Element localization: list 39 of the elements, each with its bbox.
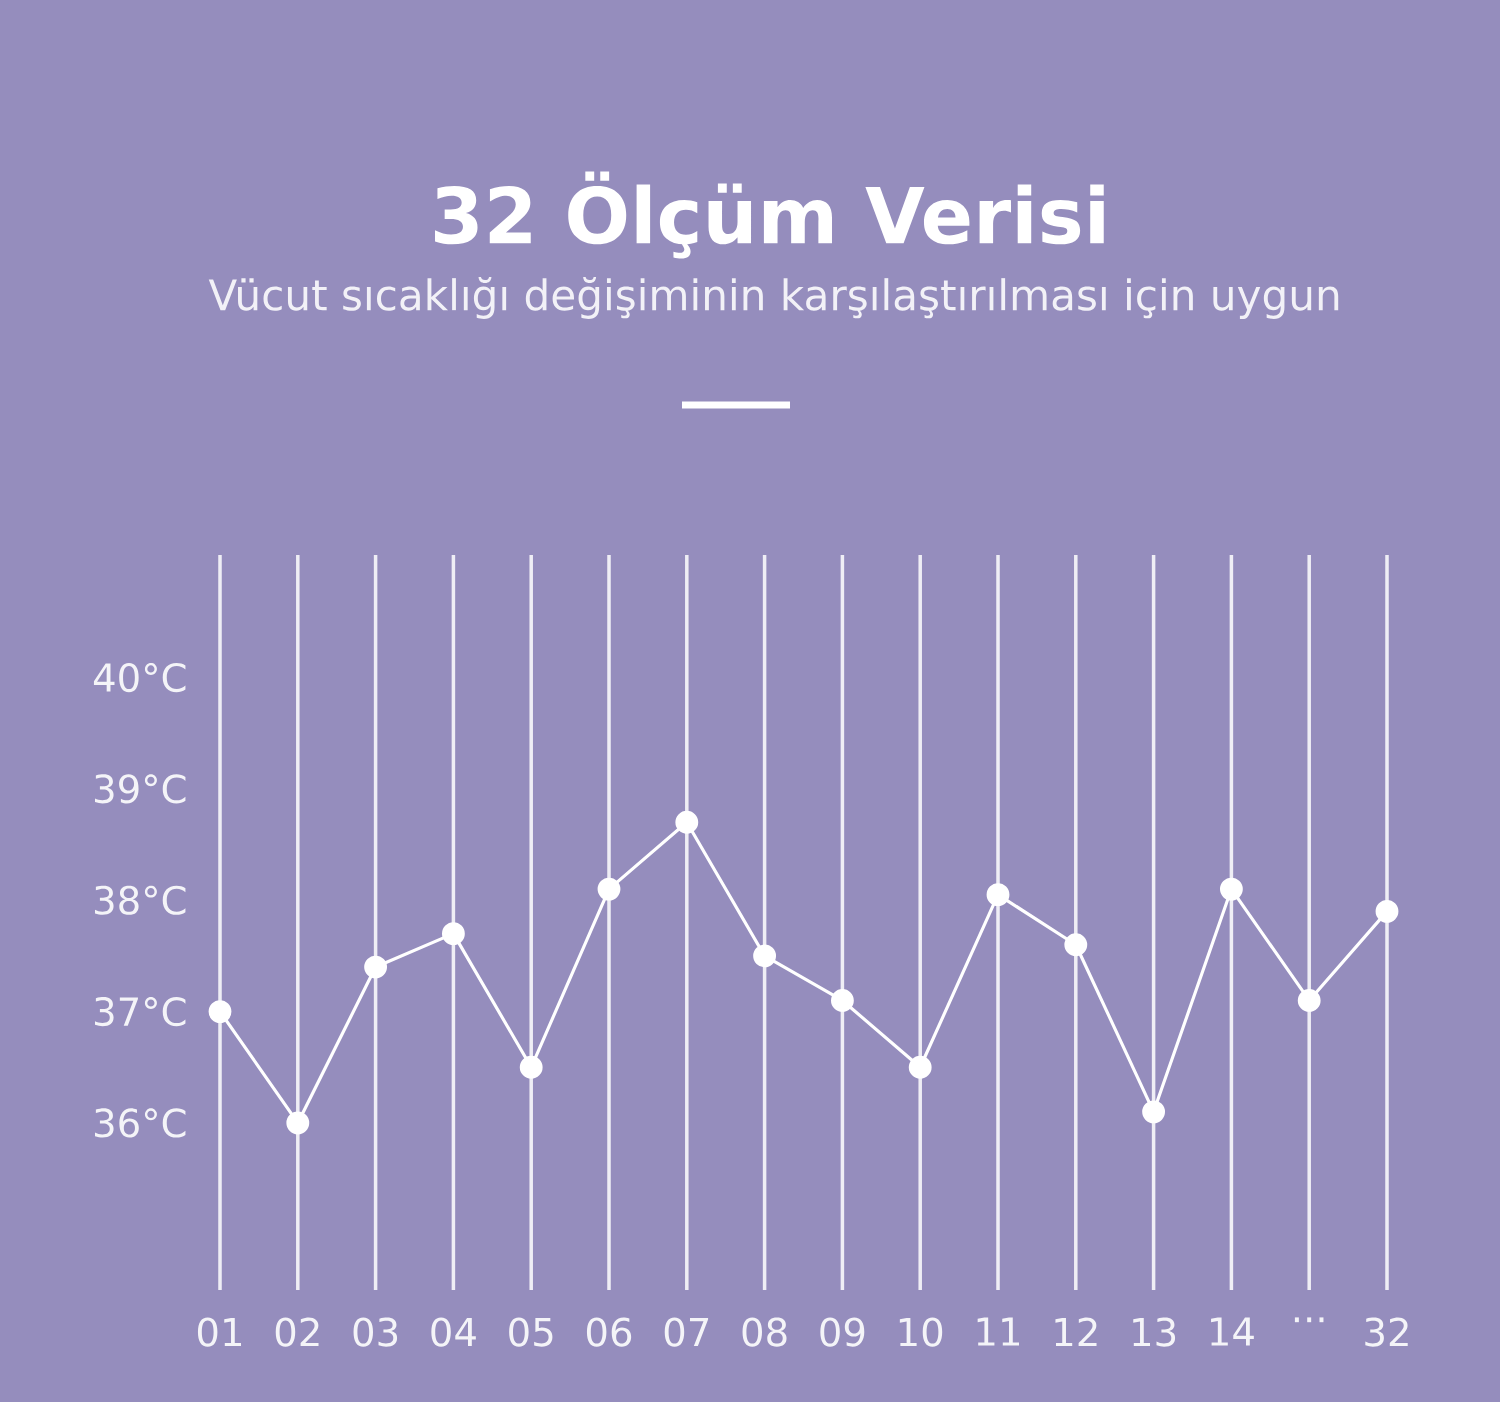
y-tick-label: 37°C [94,997,186,1027]
point [753,944,777,968]
x-tick-label: 01 [197,1317,241,1347]
x-tick-label: 03 [353,1317,398,1347]
point [208,1000,232,1024]
x-tick-label: 32 [1365,1317,1408,1347]
point [1297,989,1321,1012]
x-tick-label: 07 [664,1317,709,1347]
x-tick-label: ··· [1294,1317,1324,1323]
x-tick-label: 12 [1055,1317,1097,1347]
point [1219,877,1243,901]
point [286,1111,310,1135]
point [1375,899,1399,923]
x-tick-label: 10 [899,1317,943,1347]
point [519,1055,543,1079]
point [986,883,1010,907]
y-tick-label: 39°C [94,774,186,804]
point [908,1055,932,1079]
point [441,922,465,946]
y-tick-label: 38°C [94,885,186,915]
point [1064,933,1088,957]
chart-subtitle: Vücut sıcaklığı değişiminin karşılaştırılması için uygun [208,277,1339,319]
x-tick-label: 04 [431,1317,476,1347]
x-tick-label: 09 [820,1317,865,1347]
x-tick-label: 14 [1211,1317,1254,1346]
x-tick-label: 05 [509,1317,553,1347]
chart-title: 32 Ölçüm Verisi [435,171,1104,259]
x-tick-label: 08 [742,1317,787,1347]
point [830,989,854,1012]
x-tick-label: 02 [275,1317,319,1347]
point [364,955,388,979]
x-tick-label: 11 [977,1317,1019,1346]
x-tick-label: 06 [586,1317,632,1347]
y-tick-label: 36°C [94,1108,186,1138]
point [675,810,699,834]
point [597,877,621,901]
y-tick-label: 40°C [93,662,186,693]
point [1142,1100,1166,1124]
x-tick-label: 13 [1133,1317,1176,1347]
